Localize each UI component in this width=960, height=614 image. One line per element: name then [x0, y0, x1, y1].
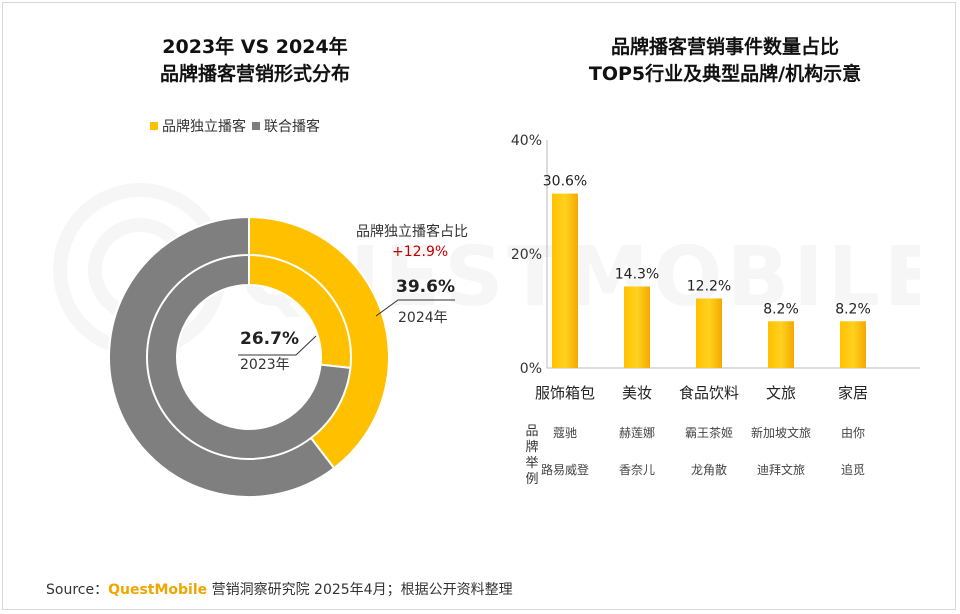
x-tick-label-0: 服饰箱包	[535, 384, 595, 402]
bar-value-label-4: 8.2%	[835, 301, 871, 317]
source-prefix: Source：	[46, 582, 109, 598]
examples-label-char-2: 举	[525, 456, 538, 471]
outer-value-label: 39.6%	[396, 277, 455, 297]
source-brand: QuestMobile	[108, 582, 208, 598]
brand-example-1-0: 赫莲娜	[619, 426, 655, 440]
bar-value-label-0: 30.6%	[543, 174, 587, 190]
brand-example-0-0: 蔻驰	[553, 426, 577, 440]
annotation-change: +12.9%	[392, 244, 448, 260]
legend-label-joint: 联合播客	[264, 119, 320, 135]
examples-label-char-3: 例	[525, 472, 538, 487]
brand-example-3-1: 迪拜文旅	[757, 462, 805, 477]
legend-swatch-joint	[252, 122, 260, 130]
x-tick-label-1: 美妆	[622, 384, 652, 402]
brand-example-4-1: 追觅	[841, 462, 865, 477]
brand-example-2-1: 龙角散	[691, 462, 727, 477]
annotation-title: 品牌独立播客占比	[356, 223, 468, 240]
bar-chart: 0% 20% 40% 30.6% 服饰箱包 14.3% 美妆 12.2% 食品饮料 8.2% 文旅…	[511, 133, 920, 487]
y-tick-label-0: 0%	[520, 361, 542, 377]
inner-leader-line	[238, 335, 317, 356]
x-tick-label-3: 文旅	[766, 384, 796, 402]
source-note: Source：QuestMobile 营销洞察研究院 2025年4月；根据公开资…	[46, 579, 513, 599]
legend-swatch-independent	[150, 122, 158, 130]
legend-item-joint: 联合播客	[252, 116, 320, 136]
right-title-line1: 品牌播客营销事件数量占比	[610, 36, 839, 58]
source-suffix: 营销洞察研究院 2025年4月；根据公开资料整理	[207, 582, 513, 598]
bar-1	[624, 286, 650, 368]
right-title-line2: TOP5行业及典型品牌/机构示意	[588, 63, 862, 85]
bar-value-label-1: 14.3%	[615, 266, 659, 282]
examples-label: 品 牌 举 例	[525, 424, 538, 487]
inner-year-label: 2023年	[240, 357, 290, 373]
outer-year-label: 2024年	[398, 310, 448, 326]
legend-item-independent: 品牌独立播客	[150, 116, 246, 136]
donut-slice-outer-1	[108, 215, 336, 498]
brand-example-0-1: 路易威登	[541, 462, 589, 477]
bar-value-label-3: 8.2%	[763, 301, 799, 317]
x-tick-label-4: 家居	[838, 384, 868, 402]
bar-value-label-2: 12.2%	[687, 278, 731, 294]
examples-label-char-1: 牌	[525, 439, 538, 455]
donut-chart: 品牌独立播客占比 +12.9% 39.6% 2024年 26.7% 2023年	[108, 215, 468, 498]
brand-example-2-0: 霸王茶姬	[685, 425, 733, 440]
bar-2	[696, 298, 722, 368]
bar-4	[840, 321, 866, 368]
brand-example-3-0: 新加坡文旅	[751, 425, 811, 440]
brand-example-4-0: 由你	[841, 426, 865, 440]
left-legend: 品牌独立播客 联合播客	[150, 116, 320, 136]
x-tick-label-2: 食品饮料	[679, 384, 739, 402]
bar-3	[768, 321, 794, 368]
examples-label-char-0: 品	[525, 424, 538, 439]
left-chart-title: 2023年 VS 2024年 品牌播客营销形式分布	[90, 34, 420, 88]
brand-example-1-1: 香奈儿	[619, 463, 655, 477]
inner-value-label: 26.7%	[240, 329, 299, 349]
left-title-line2: 品牌播客营销形式分布	[159, 63, 350, 85]
legend-label-independent: 品牌独立播客	[162, 119, 246, 135]
donut-slice-outer-0	[248, 215, 390, 470]
y-tick-label-2: 40%	[511, 133, 542, 149]
outer-leader-line	[375, 299, 455, 317]
right-chart-title: 品牌播客营销事件数量占比 TOP5行业及典型品牌/机构示意	[555, 34, 895, 88]
bar-0	[552, 193, 578, 368]
left-title-line1: 2023年 VS 2024年	[162, 36, 348, 58]
y-tick-label-1: 20%	[511, 247, 542, 263]
